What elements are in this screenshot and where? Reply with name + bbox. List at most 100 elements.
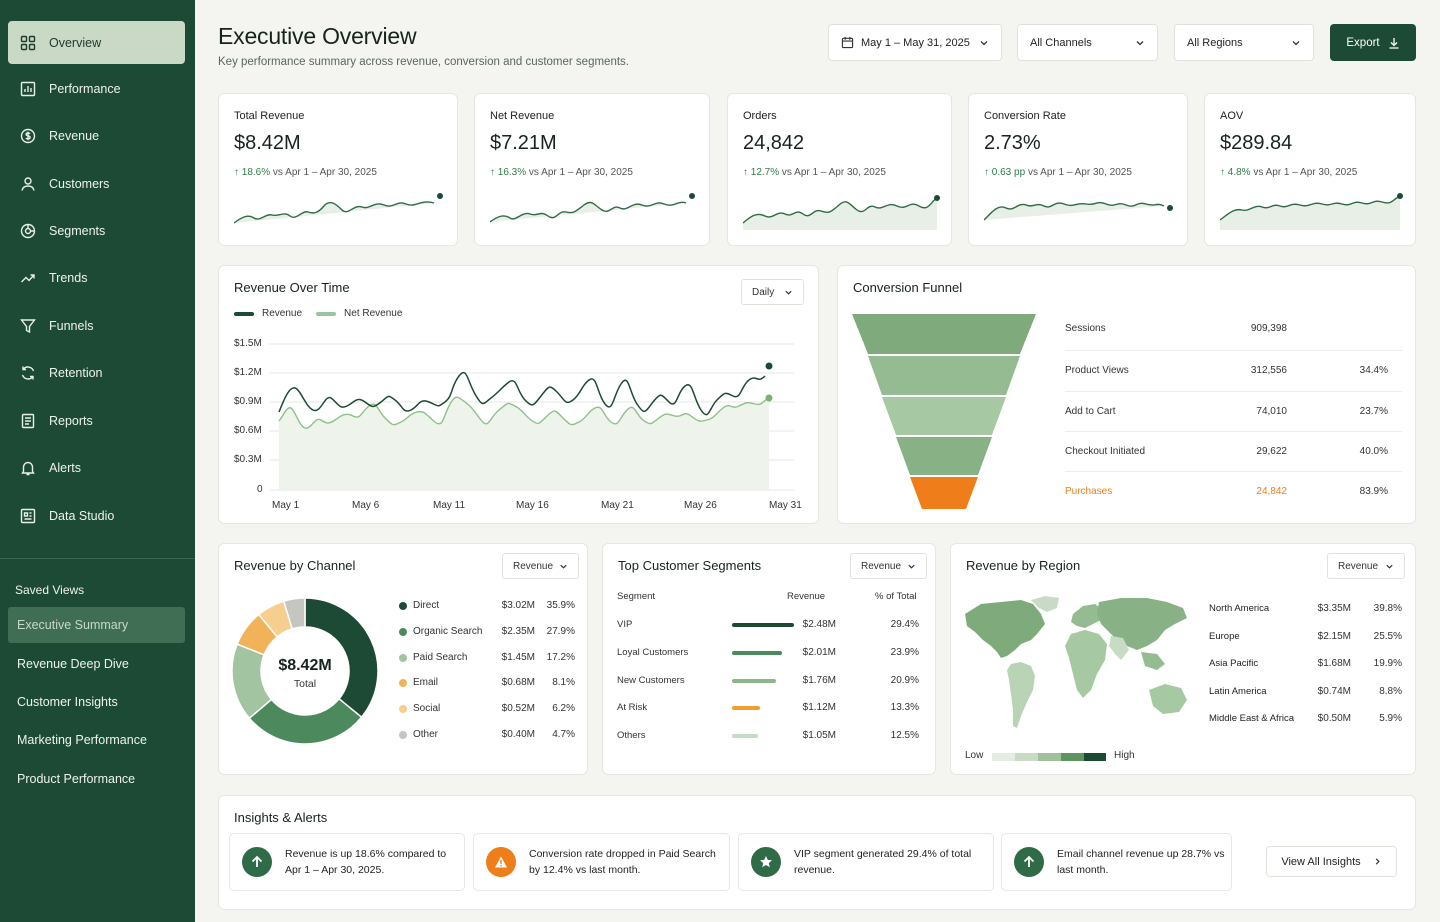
segment-pct: 29.4% <box>890 619 919 630</box>
kpi-label: Orders <box>743 110 777 122</box>
channel-name: Direct <box>413 600 440 611</box>
region-name: Asia Pacific <box>1209 658 1259 670</box>
main-content: Executive Overview Key performance summa… <box>195 0 1440 922</box>
funnel-stage-name: Purchases <box>1065 486 1113 497</box>
kpi-card-orders[interactable]: Orders 24,842 ↑ 12.7% vs Apr 1 – Apr 30,… <box>727 93 952 246</box>
channel-metric-value: Revenue <box>513 560 554 572</box>
segment-bar <box>732 650 782 655</box>
sidebar-item-segments[interactable]: Segments <box>8 209 185 252</box>
sidebar-item-trends[interactable]: Trends <box>8 256 185 299</box>
kpi-card-net-revenue[interactable]: Net Revenue $7.21M ↑ 16.3% vs Apr 1 – Ap… <box>474 93 710 246</box>
saved-view-product-performance[interactable]: Product Performance <box>17 772 136 786</box>
channel-value: $2.35M <box>501 625 535 637</box>
kpi-label: Conversion Rate <box>984 110 1066 122</box>
kpi-card-aov[interactable]: AOV $289.84 ↑ 4.8% vs Apr 1 – Apr 30, 20… <box>1204 93 1416 246</box>
y-tick: $1.2M <box>234 367 262 378</box>
channel-legend-dot <box>399 602 407 610</box>
page-subtitle: Key performance summary across revenue, … <box>218 56 629 68</box>
sidebar-divider <box>0 558 195 559</box>
kpi-compare: vs Apr 1 – Apr 30, 2025 <box>781 167 886 178</box>
segments-metric-select[interactable]: Revenue <box>850 553 927 579</box>
sidebar-item-label: Customers <box>49 176 110 191</box>
y-tick: $0.3M <box>234 454 262 465</box>
insight-item[interactable]: Revenue is up 18.6% compared to Apr 1 – … <box>229 833 465 891</box>
export-button[interactable]: Export <box>1330 24 1416 61</box>
channel-select-value: All Channels <box>1030 36 1092 49</box>
kpi-change-value: 12.7% <box>750 167 780 178</box>
donut-total-value: $8.42M <box>278 657 332 674</box>
kpi-label: Total Revenue <box>234 110 305 122</box>
insight-item[interactable]: VIP segment generated 29.4% of total rev… <box>738 833 994 891</box>
card-title: Conversion Funnel <box>853 280 963 295</box>
funnel-stage-value: 24,842 <box>1256 486 1287 497</box>
saved-view-executive-summary[interactable]: Executive Summary <box>8 607 185 643</box>
date-range-picker[interactable]: May 1 – May 31, 2025 <box>828 24 1002 61</box>
channel-legend-dot <box>399 627 407 636</box>
funnel-stage-name: Checkout Initiated <box>1065 446 1146 457</box>
chevron-down-icon <box>1136 40 1144 45</box>
sidebar-item-revenue[interactable]: Revenue <box>8 114 185 157</box>
segment-pct: 23.9% <box>890 646 919 658</box>
region-name: North America <box>1209 603 1270 614</box>
segment-bar <box>732 734 758 739</box>
segment-value: $2.01M <box>802 646 836 658</box>
channel-value: $0.52M <box>501 703 535 715</box>
sidebar-item-overview[interactable]: Overview <box>8 21 185 64</box>
saved-view-customer-insights[interactable]: Customer Insights <box>17 695 118 709</box>
insight-item[interactable]: Email channel revenue up 28.7% vs last m… <box>1001 833 1232 891</box>
channel-pct: 4.7% <box>552 729 575 740</box>
sidebar-item-performance[interactable]: Performance <box>8 67 185 110</box>
insight-text: VIP segment generated 29.4% of total rev… <box>794 848 972 876</box>
channel-value: $1.45M <box>501 651 535 663</box>
chevron-down-icon <box>1386 564 1393 569</box>
grid-icon <box>20 35 36 50</box>
granularity-select[interactable]: Daily <box>741 279 804 305</box>
insight-text: Email channel revenue up 28.7% vs last m… <box>1057 848 1225 876</box>
sidebar-item-label: Retention <box>49 365 103 380</box>
funnel-stage-name: Add to Cart <box>1065 406 1116 417</box>
sidebar-item-alerts[interactable]: Alerts <box>8 446 185 489</box>
segment-name: Loyal Customers <box>617 646 689 658</box>
segment-pct: 20.9% <box>890 674 919 686</box>
sidebar-item-customers[interactable]: Customers <box>8 162 185 205</box>
channel-legend-dot <box>399 679 407 688</box>
chevron-down-icon <box>980 40 988 45</box>
view-all-insights-button[interactable]: View All Insights <box>1266 846 1397 877</box>
sidebar-item-data-studio[interactable]: Data Studio <box>8 494 185 537</box>
saved-view-marketing-performance[interactable]: Marketing Performance <box>17 733 147 747</box>
dollar-circle-icon <box>20 128 36 143</box>
channel-name: Other <box>413 729 439 740</box>
sidebar-item-funnels[interactable]: Funnels <box>8 304 185 347</box>
funnel-stage-rate: 23.7% <box>1359 406 1388 417</box>
segment-name: At Risk <box>617 702 648 714</box>
channel-select[interactable]: All Channels <box>1017 24 1158 61</box>
saved-view-revenue-deep-dive[interactable]: Revenue Deep Dive <box>17 657 129 671</box>
funnel-stage-value: 312,556 <box>1250 365 1287 376</box>
kpi-compare: vs Apr 1 – Apr 30, 2025 <box>1027 167 1132 178</box>
funnel-stage-product-views <box>868 356 1020 395</box>
insight-item[interactable]: Conversion rate dropped in Paid Search b… <box>473 833 730 891</box>
region-select[interactable]: All Regions <box>1174 24 1314 61</box>
sidebar-item-label: Segments <box>49 223 106 238</box>
region-name: Middle East & Africa <box>1209 713 1295 725</box>
channel-metric-select[interactable]: Revenue <box>502 553 579 579</box>
sidebar-item-reports[interactable]: Reports <box>8 399 185 442</box>
kpi-card-total-revenue[interactable]: Total Revenue $8.42M ↑ 18.6% vs Apr 1 – … <box>218 93 458 246</box>
region-pct: 5.9% <box>1379 713 1402 725</box>
channel-value: $3.02M <box>501 600 535 611</box>
segment-value: $2.48M <box>802 619 836 630</box>
kpi-sparkline <box>743 195 940 230</box>
x-tick: May 16 <box>516 500 549 511</box>
kpi-sparkline <box>234 193 443 224</box>
funnel-stage-value: 74,010 <box>1256 406 1287 417</box>
kpi-card-conversion-rate[interactable]: Conversion Rate 2.73% ↑ 0.63 pp vs Apr 1… <box>968 93 1188 246</box>
segment-pct: 13.3% <box>890 702 919 714</box>
funnel-stage-add-to-cart <box>882 397 1006 435</box>
kpi-change: ↑ 18.6% vs Apr 1 – Apr 30, 2025 <box>234 167 377 178</box>
trend-up-icon <box>21 273 35 282</box>
funnel-icon <box>20 318 36 333</box>
region-metric-select[interactable]: Revenue <box>1327 553 1405 579</box>
chevron-down-icon <box>785 290 792 295</box>
sidebar-item-retention[interactable]: Retention <box>8 351 185 394</box>
donut-slice-direct <box>304 597 379 719</box>
